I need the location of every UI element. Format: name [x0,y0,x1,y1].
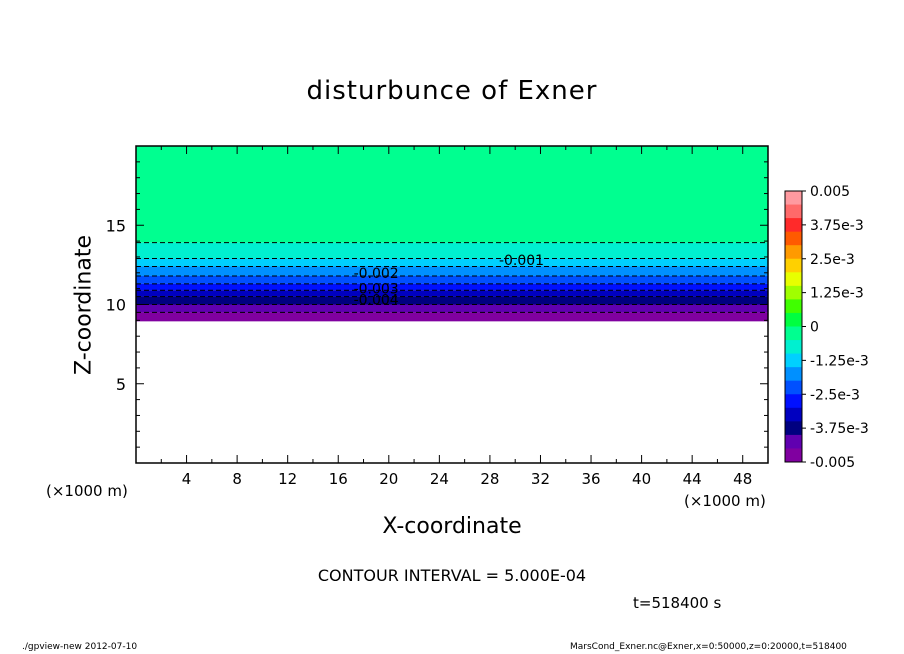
colorbar-segment [785,421,802,436]
x-tick-label: 32 [531,470,550,488]
colorbar-segment [785,434,802,449]
x-tick-label: 44 [683,470,702,488]
colorbar-segment [785,380,802,395]
contour-label: -0.001 [499,253,544,269]
colorbar-segment [785,340,802,355]
x-tick-label: 36 [581,470,600,488]
colorbar-tick-label: -3.75e-3 [810,421,869,437]
contour-band [136,290,768,297]
colorbar-segment [785,218,802,233]
x-tick-label: 40 [632,470,651,488]
colorbar: 0.005 3.75e-3 2.5e-3 1.25e-3 0 -1.25e-3 -2.5e-… [784,184,869,471]
contour-band [136,296,768,305]
colorbar-tick-label: 0.005 [810,184,850,200]
x-tick-label: 8 [232,470,242,488]
x-unit-label-right: (×1000 m) [684,492,766,510]
footer-left: ./gpview-new 2012-07-10 [22,642,138,652]
colorbar-segment [785,394,802,409]
y-tick-label: 15 [106,216,126,235]
x-axis-label: X-coordinate [0,514,904,539]
colorbar-tick-label: 3.75e-3 [810,218,864,234]
colorbar-segment [785,285,802,300]
contour-band [136,242,768,259]
contour-interval-text: CONTOUR INTERVAL = 5.000E-04 [317,566,587,585]
contour-lines [136,242,768,313]
y-tick-label: 5 [116,375,126,394]
colorbar-tick-label: -1.25e-3 [810,353,869,369]
time-label: t=518400 s [633,594,722,612]
colorbar-tick-label: 0 [810,320,819,336]
contour-band [136,304,768,313]
colorbar-segment [785,204,802,219]
contour-label: -0.002 [354,266,399,282]
colorbar-segment [785,258,802,273]
x-unit-label-left: (×1000 m) [46,482,128,500]
contour-band [136,275,768,284]
colorbar-tick-label: 2.5e-3 [810,252,855,268]
x-tick-label: 24 [430,470,449,488]
x-tick-label: 16 [329,470,348,488]
colorbar-segment [785,245,802,260]
colorbar-segment [785,191,802,206]
contour-label: -0.003 [354,282,399,298]
colorbar-tick-label: 1.25e-3 [810,286,864,302]
colorbar-segment [785,448,802,463]
x-axis-label-text: X-coordinate [382,514,522,539]
colorbar-segment [785,272,802,287]
colorbar-tick-label: -2.5e-3 [810,387,860,403]
contour-band [136,312,768,321]
colorbar-segment [785,353,802,368]
contour-band [136,283,768,291]
x-tick-label: 4 [182,470,192,488]
colorbar-segment [785,407,802,422]
colorbar-segment [785,326,802,341]
y-axis-label: Z-coordinate [71,235,97,375]
x-tick-label: 12 [278,470,297,488]
contour-band [136,258,768,267]
footer-right: MarsCond_Exner.nc@Exner,x=0:50000,z=0:20… [570,642,847,652]
contour-band [136,318,768,322]
x-tick-label: 48 [733,470,752,488]
contour-label: -0.004 [354,293,399,309]
y-tick-label: 10 [106,296,126,315]
x-tick-label: 20 [379,470,398,488]
contour-band [136,146,768,243]
contour-band [136,266,768,276]
chart-title: disturbunce of Exner [306,76,598,106]
colorbar-segment [785,231,802,246]
contour-fill [136,146,768,322]
contour-labels: -0.001 -0.002-0.003-0.004 [354,253,545,309]
colorbar-segment [785,312,802,327]
colorbar-segment [785,367,802,382]
x-tick-label: 28 [480,470,499,488]
colorbar-tick-label: -0.005 [810,455,855,471]
colorbar-segment [785,299,802,314]
